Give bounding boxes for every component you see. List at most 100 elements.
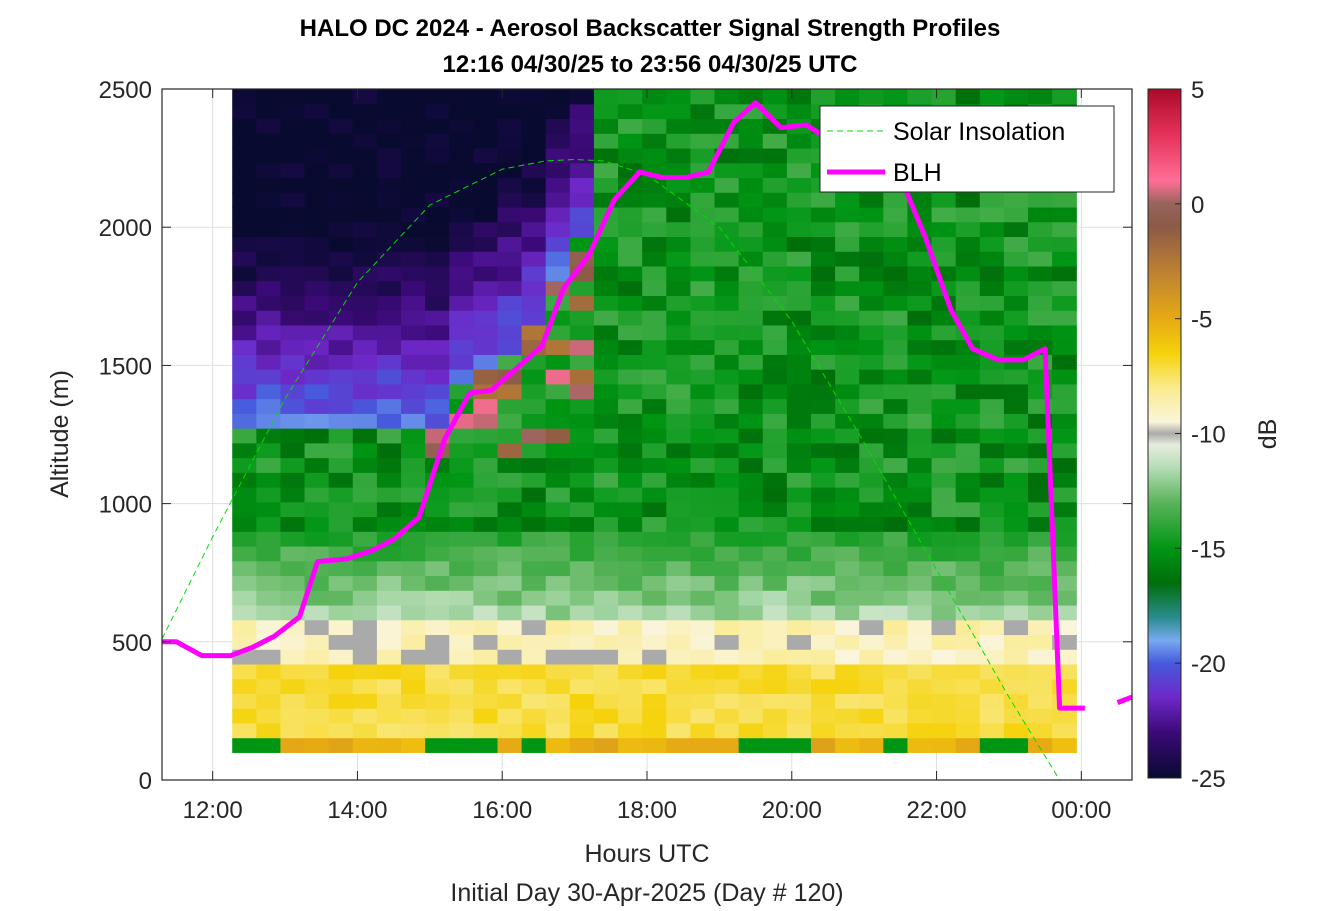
heatmap-cell xyxy=(835,737,860,753)
heatmap-cell xyxy=(521,619,547,636)
heatmap-cell xyxy=(810,89,836,105)
heatmap-cell xyxy=(521,206,547,223)
heatmap-cell xyxy=(666,604,692,621)
heatmap-cell xyxy=(593,324,619,341)
x-tick-label: 00:00 xyxy=(1051,797,1111,824)
heatmap-cell xyxy=(618,324,643,341)
heatmap-cell xyxy=(401,663,426,680)
heatmap-cell xyxy=(931,531,957,547)
heatmap-cell xyxy=(738,663,764,680)
heatmap-cell xyxy=(907,693,933,709)
heatmap-cell xyxy=(545,354,571,370)
heatmap-cell xyxy=(666,649,692,665)
heatmap-cell xyxy=(955,649,981,665)
heatmap-cell xyxy=(449,324,474,341)
y-tick-label: 2000 xyxy=(99,215,152,242)
heatmap-cell xyxy=(931,708,957,724)
heatmap-cell xyxy=(352,133,378,149)
heatmap-cell xyxy=(401,295,426,311)
heatmap-cell xyxy=(304,619,330,636)
heatmap-cell xyxy=(666,177,692,193)
heatmap-cell xyxy=(304,265,330,282)
heatmap-cell xyxy=(666,236,692,252)
heatmap-cell xyxy=(1028,678,1053,694)
heatmap-cell xyxy=(714,369,740,385)
heatmap-cell xyxy=(569,369,595,385)
heatmap-cell xyxy=(497,678,523,694)
heatmap-cell xyxy=(473,118,499,134)
heatmap-cell xyxy=(232,442,257,459)
heatmap-cell xyxy=(690,516,716,532)
heatmap-cell xyxy=(979,487,1005,503)
heatmap-cell xyxy=(979,649,1005,665)
heatmap-cell xyxy=(473,487,499,503)
heatmap-cell xyxy=(304,89,330,105)
heatmap-cell xyxy=(642,708,667,724)
heatmap-cell xyxy=(425,693,450,709)
heatmap-cell xyxy=(425,354,450,370)
heatmap-cell xyxy=(810,678,836,694)
heatmap-cell xyxy=(256,722,282,739)
heatmap-cell xyxy=(786,147,812,164)
heatmap-cell xyxy=(618,693,643,709)
heatmap-cell xyxy=(1028,575,1053,591)
heatmap-cell xyxy=(401,619,426,636)
heatmap-cell xyxy=(666,339,692,355)
heatmap-cell xyxy=(1052,575,1077,591)
heatmap-cell xyxy=(304,206,330,223)
heatmap-cell xyxy=(666,575,692,591)
heatmap-cell xyxy=(280,649,306,665)
heatmap-cell xyxy=(642,722,667,739)
heatmap-cell xyxy=(280,428,306,444)
heatmap-cell xyxy=(1028,737,1053,753)
heatmap-cell xyxy=(979,693,1005,709)
heatmap-cell xyxy=(1003,295,1029,311)
heatmap-cell xyxy=(304,236,330,252)
heatmap-cell xyxy=(328,147,354,164)
heatmap-cell xyxy=(449,118,474,134)
heatmap-cell xyxy=(835,280,860,296)
plot-area: 12:00 14:00 16:00 18:00 20:00 22:00 00:00 0 500… xyxy=(99,77,1133,824)
heatmap-cell xyxy=(569,118,595,134)
blh-line xyxy=(162,100,1085,711)
heatmap-cell xyxy=(786,531,812,547)
heatmap-cell xyxy=(232,516,257,532)
heatmap-cell xyxy=(859,737,884,753)
heatmap-cell xyxy=(738,413,764,429)
heatmap-cell xyxy=(738,133,764,149)
series-lines xyxy=(161,100,1133,781)
heatmap-cell xyxy=(352,457,378,473)
heatmap-cell xyxy=(473,428,499,444)
heatmap-cell xyxy=(593,604,619,621)
heatmap-cell xyxy=(401,177,426,193)
heatmap-cell xyxy=(762,324,788,341)
heatmap-cell xyxy=(762,89,788,105)
heatmap-cell xyxy=(762,501,788,518)
x-tick-label: 20:00 xyxy=(762,797,822,824)
heatmap-cell xyxy=(859,722,884,739)
x-tick-label: 14:00 xyxy=(327,797,387,824)
heatmap-cell xyxy=(666,457,692,473)
heatmap-cell xyxy=(376,472,402,488)
heatmap-cell xyxy=(449,693,474,709)
heatmap-cell xyxy=(521,324,547,341)
heatmap-cell xyxy=(1003,383,1029,400)
heatmap-cell xyxy=(642,310,667,326)
heatmap-cell xyxy=(304,310,330,326)
heatmap-cell xyxy=(618,221,643,238)
heatmap-cell xyxy=(280,472,306,488)
heatmap-cell xyxy=(979,206,1005,223)
heatmap-cell xyxy=(328,89,354,105)
heatmap-cell xyxy=(979,428,1005,444)
heatmap-cell xyxy=(1028,634,1053,650)
heatmap-cell xyxy=(328,428,354,444)
heatmap-cell xyxy=(425,280,450,296)
heatmap-cell xyxy=(666,162,692,179)
heatmap-cell xyxy=(521,457,547,473)
heatmap-cell xyxy=(618,398,643,414)
heatmap-cell xyxy=(425,103,450,120)
heatmap-cell xyxy=(786,413,812,429)
heatmap-cell xyxy=(1003,324,1029,341)
heatmap-cell xyxy=(955,487,981,503)
heatmap-cell xyxy=(690,398,716,414)
